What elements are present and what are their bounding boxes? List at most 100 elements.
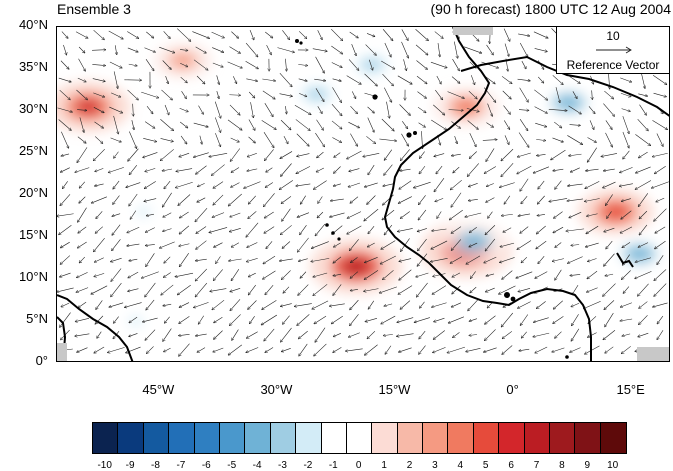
wind-arrow <box>214 316 223 323</box>
wind-arrow <box>418 122 426 128</box>
wind-arrow <box>399 169 411 171</box>
negative-anomaly-blob <box>629 248 650 260</box>
wind-arrow <box>639 301 648 309</box>
wind-arrow <box>622 333 631 336</box>
wind-arrow <box>230 212 241 217</box>
reference-vector-legend: 10 Reference Vector <box>556 26 670 74</box>
wind-arrow <box>315 132 324 147</box>
wind-arrow <box>285 58 286 71</box>
wind-arrow <box>570 274 581 275</box>
wind-arrow <box>279 93 293 97</box>
wind-arrow <box>416 282 428 297</box>
wind-arrow <box>418 209 427 220</box>
wind-arrow <box>469 242 478 247</box>
wind-arrow <box>635 134 650 145</box>
wind-arrow <box>61 153 70 156</box>
wind-arrow <box>94 183 104 186</box>
wind-arrow <box>247 152 257 157</box>
colorbar-swatch <box>219 423 246 453</box>
wind-arrow <box>350 271 359 279</box>
wind-arrow <box>144 198 157 202</box>
wind-arrow <box>114 151 119 159</box>
wind-arrow <box>587 147 597 163</box>
wind-arrow <box>499 257 515 262</box>
wind-arrow <box>416 75 427 84</box>
wind-arrow <box>401 41 409 58</box>
wind-arrow <box>569 153 582 156</box>
reference-arrow-icon <box>596 46 632 54</box>
wind-arrow <box>59 312 71 328</box>
wind-arrow <box>300 225 307 235</box>
wind-arrow <box>553 300 563 309</box>
wind-arrow <box>553 316 564 323</box>
colorbar-swatch <box>499 423 525 453</box>
wind-arrow <box>652 120 667 129</box>
wind-arrow <box>434 153 445 157</box>
wind-arrow <box>621 108 631 112</box>
wind-arrow <box>466 108 479 111</box>
wind-arrow <box>179 107 189 111</box>
wind-arrow <box>368 164 375 175</box>
wind-arrow <box>535 346 548 353</box>
colorbar-tick-label: 0 <box>355 460 362 471</box>
colorbar-tick-label: -3 <box>278 460 287 471</box>
wind-arrow <box>368 59 373 70</box>
wind-arrow <box>164 256 171 263</box>
wind-arrow <box>381 60 395 69</box>
wind-arrow <box>249 29 254 40</box>
wind-arrow <box>620 226 633 233</box>
wind-arrow <box>552 347 565 352</box>
wind-arrow <box>312 300 329 309</box>
wind-arrow <box>298 258 308 262</box>
wind-arrow <box>469 334 478 335</box>
wind-arrow <box>350 257 358 262</box>
wind-arrow <box>400 149 410 160</box>
wind-arrow <box>143 152 158 157</box>
wind-arrow <box>232 329 239 341</box>
wind-arrow <box>520 178 529 192</box>
wind-arrow <box>264 103 273 117</box>
wind-arrow <box>583 300 601 309</box>
wind-arrow <box>261 314 277 325</box>
wind-arrow <box>639 104 646 116</box>
wind-arrow <box>315 56 325 73</box>
wind-arrow <box>384 164 393 176</box>
wind-arrow <box>637 283 649 296</box>
wind-arrow <box>432 347 446 352</box>
wind-arrow <box>399 258 412 262</box>
colorbar-swatch <box>346 423 373 453</box>
wind-arrow <box>397 228 413 231</box>
latitude-label: 30°N <box>18 101 48 116</box>
wind-arrow <box>366 136 375 143</box>
wind-arrow <box>113 180 120 189</box>
wind-arrow <box>571 244 580 245</box>
wind-arrow <box>179 225 190 234</box>
wind-arrow <box>537 195 545 204</box>
wind-arrow <box>534 89 547 100</box>
wind-arrow <box>448 316 465 323</box>
wind-arrow <box>128 271 139 278</box>
wind-arrow <box>619 167 633 172</box>
wind-arrow <box>213 330 223 340</box>
wind-arrow <box>381 315 396 324</box>
wind-arrow <box>214 101 221 119</box>
wind-arrow <box>78 226 87 233</box>
wind-arrow <box>518 288 531 291</box>
wind-arrow <box>403 59 407 70</box>
wind-arrow <box>585 168 599 171</box>
colorbar-tick-label: 5 <box>482 460 489 471</box>
wind-arrow <box>298 284 309 296</box>
latitude-label: 5°N <box>26 311 48 326</box>
wind-arrow <box>213 269 223 280</box>
colorbar-tick-label: -6 <box>201 460 211 471</box>
wind-arrow <box>555 242 562 247</box>
wind-arrow <box>521 331 527 338</box>
wind-arrow <box>79 181 86 188</box>
wind-arrow <box>589 120 594 129</box>
wind-arrow <box>299 93 307 96</box>
wind-arrow <box>653 92 667 97</box>
wind-arrow <box>296 133 309 146</box>
wind-arrow <box>348 182 361 187</box>
wind-arrow <box>162 60 172 70</box>
wind-arrow <box>213 347 224 352</box>
